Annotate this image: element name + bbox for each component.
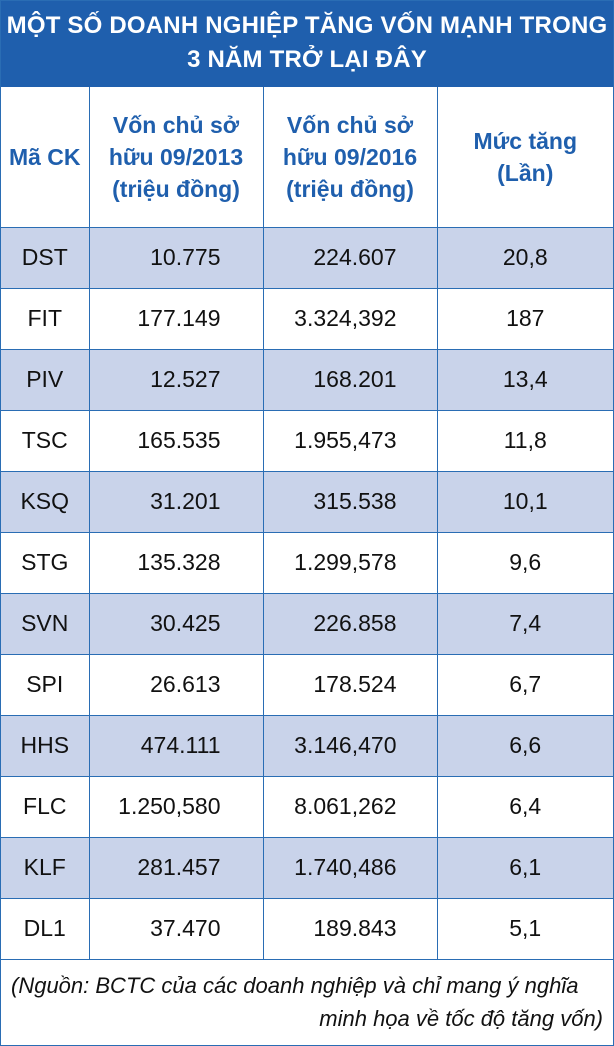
increase-ratio-cell: 6,7	[437, 654, 613, 716]
header-equity-2016-line: Vốn chủ sở	[286, 111, 414, 138]
equity-2013-cell: 1.250,580	[89, 776, 264, 838]
table-row: STG 135.328 1.299,578 9,6	[1, 532, 613, 594]
capital-increase-table: Mã CK Vốn chủ sở hữu 09/2013 (triệu đồng…	[1, 87, 613, 960]
equity-2013-cell: 177.149	[89, 288, 264, 350]
increase-ratio-cell: 7,4	[437, 593, 613, 655]
stock-code-cell: KSQ	[1, 471, 90, 533]
header-equity-2016-line: hữu 09/2016	[282, 143, 418, 170]
increase-ratio-cell: 6,4	[437, 776, 613, 838]
header-stock-code: Mã CK	[1, 87, 90, 228]
header-equity-2013-line: hữu 09/2013	[108, 143, 244, 170]
equity-2013-cell: 37.470	[89, 898, 264, 960]
equity-2016-cell: 1.740,486	[263, 837, 438, 899]
header-equity-2013-line: Vốn chủ sở	[112, 111, 240, 138]
table-row: FLC 1.250,580 8.061,262 6,4	[1, 776, 613, 838]
source-note-line-1: (Nguồn: BCTC của các doanh nghiệp và chỉ…	[11, 973, 579, 998]
stock-code-cell: STG	[1, 532, 90, 594]
table-row: PIV 12.527 168.201 13,4	[1, 349, 613, 411]
header-equity-2016: Vốn chủ sở hữu 09/2016 (triệu đồng)	[263, 87, 438, 228]
header-increase-ratio-line: (Lần)	[497, 159, 554, 186]
table-body: DST 10.775 224.607 20,8 FIT 177.149 3.324,392 1…	[1, 227, 613, 960]
source-note: (Nguồn: BCTC của các doanh nghiệp và chỉ…	[1, 959, 613, 1045]
equity-2013-cell: 10.775	[89, 227, 264, 289]
stock-code-cell: FIT	[1, 288, 90, 350]
equity-2016-cell: 189.843	[263, 898, 438, 960]
table-row: SVN 30.425 226.858 7,4	[1, 593, 613, 655]
stock-code-cell: DST	[1, 227, 90, 289]
title-bar: MỘT SỐ DOANH NGHIỆP TĂNG VỐN MẠNH TRONG …	[1, 1, 613, 87]
stock-code-cell: SPI	[1, 654, 90, 716]
equity-2016-cell: 178.524	[263, 654, 438, 716]
stock-code-cell: DL1	[1, 898, 90, 960]
increase-ratio-cell: 9,6	[437, 532, 613, 594]
equity-2013-cell: 165.535	[89, 410, 264, 472]
increase-ratio-cell: 6,1	[437, 837, 613, 899]
equity-2013-cell: 12.527	[89, 349, 264, 411]
title-line-2: 3 NĂM TRỞ LẠI ĐÂY	[187, 46, 427, 73]
increase-ratio-cell: 5,1	[437, 898, 613, 960]
stock-code-cell: PIV	[1, 349, 90, 411]
equity-2016-cell: 1.299,578	[263, 532, 438, 594]
equity-2013-cell: 26.613	[89, 654, 264, 716]
stock-code-cell: SVN	[1, 593, 90, 655]
table-row: DST 10.775 224.607 20,8	[1, 227, 613, 289]
table-row: FIT 177.149 3.324,392 187	[1, 288, 613, 350]
equity-2013-cell: 135.328	[89, 532, 264, 594]
equity-2016-cell: 168.201	[263, 349, 438, 411]
title-line-1: MỘT SỐ DOANH NGHIỆP TĂNG VỐN MẠNH TRONG	[6, 12, 608, 39]
stock-code-cell: KLF	[1, 837, 90, 899]
equity-2016-cell: 315.538	[263, 471, 438, 533]
equity-2016-cell: 8.061,262	[263, 776, 438, 838]
table-header-row: Mã CK Vốn chủ sở hữu 09/2013 (triệu đồng…	[1, 87, 613, 228]
header-equity-2013-line: (triệu đồng)	[112, 175, 240, 202]
stock-code-cell: HHS	[1, 715, 90, 777]
stock-code-cell: FLC	[1, 776, 90, 838]
increase-ratio-cell: 187	[437, 288, 613, 350]
header-equity-2013: Vốn chủ sở hữu 09/2013 (triệu đồng)	[89, 87, 264, 228]
header-increase-ratio: Mức tăng (Lần)	[437, 87, 613, 228]
table-row: TSC 165.535 1.955,473 11,8	[1, 410, 613, 472]
header-increase-ratio-line: Mức tăng	[473, 127, 578, 154]
equity-2016-cell: 226.858	[263, 593, 438, 655]
increase-ratio-cell: 13,4	[437, 349, 613, 411]
increase-ratio-cell: 6,6	[437, 715, 613, 777]
table-row: SPI 26.613 178.524 6,7	[1, 654, 613, 716]
source-note-line-2: minh họa về tốc độ tăng vốn)	[319, 1006, 603, 1031]
equity-2016-cell: 3.146,470	[263, 715, 438, 777]
table-row: HHS 474.111 3.146,470 6,6	[1, 715, 613, 777]
table-row: KSQ 31.201 315.538 10,1	[1, 471, 613, 533]
stock-code-cell: TSC	[1, 410, 90, 472]
equity-2016-cell: 3.324,392	[263, 288, 438, 350]
increase-ratio-cell: 10,1	[437, 471, 613, 533]
equity-2013-cell: 281.457	[89, 837, 264, 899]
increase-ratio-cell: 20,8	[437, 227, 613, 289]
equity-2016-cell: 224.607	[263, 227, 438, 289]
table-row: KLF 281.457 1.740,486 6,1	[1, 837, 613, 899]
header-equity-2016-line: (triệu đồng)	[286, 175, 414, 202]
equity-2013-cell: 30.425	[89, 593, 264, 655]
increase-ratio-cell: 11,8	[437, 410, 613, 472]
equity-2013-cell: 31.201	[89, 471, 264, 533]
equity-2016-cell: 1.955,473	[263, 410, 438, 472]
table-row: DL1 37.470 189.843 5,1	[1, 898, 613, 960]
equity-2013-cell: 474.111	[89, 715, 264, 777]
